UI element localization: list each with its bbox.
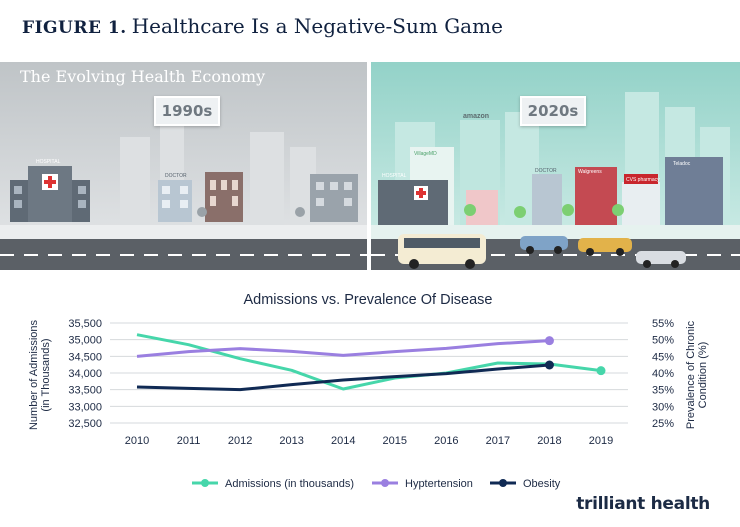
walgreens-sign: Walgreens — [578, 169, 602, 175]
teladoc-building — [665, 157, 723, 225]
right-doctor-sign: DOCTOR — [535, 168, 557, 174]
bus — [398, 234, 486, 269]
teladoc-sign: Teladoc — [673, 161, 691, 167]
trees — [197, 204, 624, 218]
admissions-chart: Admissions vs. Prevalence Of Disease 32,5… — [28, 292, 709, 490]
y-left-tick-label: 35,000 — [68, 335, 102, 347]
right-hospital: HOSPITAL — [378, 173, 448, 225]
y-left-tick-label: 35,500 — [68, 318, 102, 330]
taxi — [578, 238, 632, 256]
figure-title: FIGURE 1. Healthcare Is a Negative-Sum G… — [22, 14, 503, 38]
svg-text:DOCTOR: DOCTOR — [165, 173, 187, 179]
x-tick-label: 2015 — [383, 435, 407, 447]
brand-logo: trilliant health — [576, 494, 710, 514]
svg-text:HOSPITAL: HOSPITAL — [382, 173, 407, 179]
legend-label: Obesity — [523, 478, 561, 490]
x-tick-label: 2010 — [125, 435, 149, 447]
end-marker-admissions-in-thousands — [596, 366, 606, 376]
y-right-axis-title: Prevalence of Chronic — [685, 320, 697, 429]
y-right-tick-label: 35% — [652, 385, 674, 397]
figure-heading: Healthcare Is a Negative-Sum Game — [131, 14, 503, 38]
health-economy-illustration: HOSPITAL DOCTOR amazon VillageMD HOSPITA… — [0, 62, 740, 270]
chart-title: Admissions vs. Prevalence Of Disease — [243, 292, 492, 308]
y-right-axis-title: Condition (%) — [697, 342, 709, 409]
right-doctor-office — [532, 174, 562, 225]
left-apartment-windows — [316, 182, 352, 206]
walgreens-store — [575, 167, 617, 225]
cvs-sign-bg — [624, 174, 658, 184]
era-label-1990s: 1990s — [154, 96, 220, 126]
x-tick-label: 2019 — [589, 435, 613, 447]
left-sidewalk — [0, 225, 367, 239]
left-hospital: HOSPITAL — [10, 159, 90, 222]
left-brick-windows — [210, 180, 238, 206]
era-label-2020s: 2020s — [520, 96, 586, 126]
legend-swatch-marker — [499, 479, 507, 487]
y-left-tick-label: 33,000 — [68, 401, 102, 413]
y-right-tick-label: 55% — [652, 318, 674, 330]
lyft-car — [636, 251, 686, 268]
y-left-tick-label: 34,500 — [68, 351, 102, 363]
uber-car — [520, 236, 568, 254]
y-left-axis-title: (in Thousands) — [40, 338, 52, 411]
y-left-tick-label: 33,500 — [68, 385, 102, 397]
legend-swatch-marker — [381, 479, 389, 487]
left-doctor-office: DOCTOR — [158, 173, 192, 222]
panel-divider — [367, 62, 371, 270]
x-tick-label: 2012 — [228, 435, 252, 447]
y-right-tick-label: 50% — [652, 335, 674, 347]
y-left-tick-label: 32,500 — [68, 418, 102, 430]
y-left-axis-title: Number of Admissions — [28, 319, 40, 430]
end-marker-obesity — [544, 360, 554, 370]
x-tick-label: 2013 — [279, 435, 303, 447]
x-tick-label: 2014 — [331, 435, 355, 447]
y-right-tick-label: 30% — [652, 401, 674, 413]
end-marker-hyptertension — [544, 336, 554, 346]
y-left-tick-label: 34,000 — [68, 368, 102, 380]
y-right-tick-label: 40% — [652, 368, 674, 380]
legend-label: Hyptertension — [405, 478, 473, 490]
legend-label: Admissions (in thousands) — [225, 478, 354, 490]
y-right-tick-label: 45% — [652, 351, 674, 363]
cvs-store — [622, 182, 660, 225]
series-line-obesity — [136, 363, 550, 392]
x-tick-label: 2018 — [537, 435, 561, 447]
y-right-tick-label: 25% — [652, 418, 674, 430]
svg-text:HOSPITAL: HOSPITAL — [36, 159, 61, 165]
villagemd-sign: VillageMD — [414, 151, 437, 157]
panel-title: The Evolving Health Economy — [20, 67, 266, 86]
figure-label: FIGURE 1. — [22, 18, 127, 38]
x-tick-label: 2017 — [486, 435, 510, 447]
x-tick-label: 2016 — [434, 435, 458, 447]
cvs-sign: CVS pharmacy — [626, 177, 660, 183]
amazon-sign: amazon — [463, 113, 489, 120]
x-tick-label: 2011 — [177, 435, 201, 447]
legend-swatch-marker — [201, 479, 209, 487]
